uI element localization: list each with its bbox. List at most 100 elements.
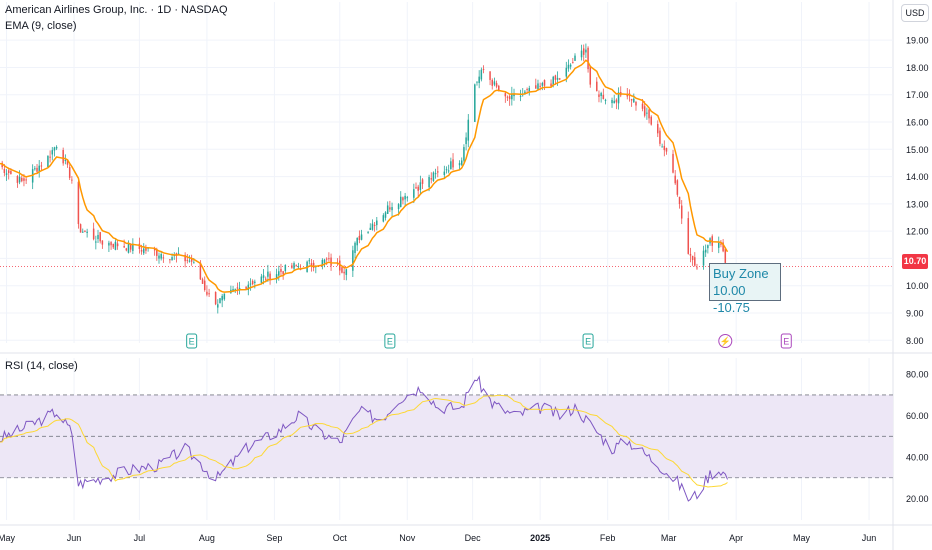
candle-body <box>16 176 19 183</box>
candle-body <box>717 242 720 248</box>
candle-body <box>127 242 130 253</box>
candle-body <box>406 197 409 199</box>
candle-body <box>397 204 400 210</box>
candle-body <box>672 153 674 173</box>
candle-body <box>535 85 537 89</box>
candle-body <box>245 286 247 289</box>
candle-body <box>674 175 676 184</box>
candle-body <box>665 148 668 152</box>
candle-body <box>156 249 158 256</box>
candle-body <box>177 253 180 255</box>
candle-body <box>280 268 282 272</box>
candle-body <box>356 238 358 246</box>
candle-body <box>415 187 417 189</box>
candle-body <box>702 250 705 266</box>
candle-body <box>112 243 115 248</box>
candle-body <box>554 75 557 80</box>
time-tick-label: Nov <box>399 533 416 543</box>
time-tick-label: Aug <box>199 533 215 543</box>
candle-body <box>694 257 696 266</box>
candle-body <box>465 137 467 145</box>
candle-body <box>110 242 112 246</box>
candle-body <box>613 100 615 104</box>
candle-body <box>145 247 147 251</box>
candle-body <box>687 218 690 254</box>
candle-body <box>432 172 435 181</box>
rsi-tick-label: 60.00 <box>906 411 929 421</box>
price-tick-label: 10.00 <box>906 281 929 291</box>
candle-body <box>53 147 56 151</box>
candle-body <box>68 167 71 178</box>
earnings-markers: E E E ⚡ E <box>186 333 792 349</box>
candle-body <box>611 99 613 104</box>
candle-body <box>720 243 722 245</box>
candle-body <box>208 293 210 295</box>
candle-body <box>643 106 646 116</box>
candle-body <box>689 254 692 256</box>
candle-body <box>18 176 21 183</box>
candle-body <box>480 69 483 80</box>
candle-body <box>278 271 280 276</box>
candle-body <box>552 76 554 86</box>
candle-body <box>116 243 119 247</box>
candle-body <box>343 271 345 274</box>
candle-body <box>92 228 95 240</box>
candle-body <box>267 271 269 277</box>
candle-body <box>321 259 324 267</box>
buy-zone-annotation[interactable]: Buy Zone 10.00 -10.75 <box>709 263 781 315</box>
candle-body <box>3 168 6 173</box>
candle-body <box>206 291 208 295</box>
candle-body <box>474 84 476 122</box>
price-tick-label: 14.00 <box>906 172 929 182</box>
candle-body <box>384 212 387 218</box>
rsi-legend[interactable]: RSI (14, close) <box>5 360 78 372</box>
ema-line <box>0 59 729 293</box>
candle-body <box>524 91 526 95</box>
candle-body <box>596 81 598 92</box>
candle-body <box>600 93 602 97</box>
candle-body <box>498 85 500 92</box>
candle-body <box>162 257 165 259</box>
candle-body <box>707 245 709 249</box>
earnings-marker-glyph: E <box>585 337 591 347</box>
candle-body <box>247 284 250 291</box>
candle-body <box>108 242 110 246</box>
candle-body <box>10 170 12 175</box>
candle-body <box>434 173 437 175</box>
candle-body <box>71 179 73 181</box>
rsi-band <box>0 394 893 479</box>
candle-body <box>238 287 241 290</box>
candle-body <box>234 288 236 290</box>
rsi-tick-label: 20.00 <box>906 494 929 504</box>
candle-body <box>203 280 206 291</box>
candle-body <box>519 95 522 97</box>
candle-body <box>79 224 82 233</box>
candle-body <box>589 65 592 85</box>
candle-body <box>62 150 64 164</box>
candle-body <box>680 205 683 219</box>
candle-body <box>511 93 513 100</box>
candle-body <box>602 94 605 100</box>
candle-body <box>659 130 661 144</box>
earnings-marker-icon <box>780 333 792 349</box>
candle-body <box>190 258 193 262</box>
candle-body <box>376 220 378 226</box>
candle-body <box>260 276 263 283</box>
ema-legend[interactable]: EMA (9, close) <box>5 20 77 32</box>
earnings-marker-icon <box>384 333 396 349</box>
candle-body <box>386 205 389 214</box>
candle-body <box>556 77 559 80</box>
dividend-marker-glyph: ⚡ <box>720 336 731 348</box>
candle-body <box>186 259 189 261</box>
candle-body <box>617 92 620 104</box>
candle-body <box>493 81 496 85</box>
candle-body <box>158 255 160 259</box>
candle-body <box>295 265 297 267</box>
candle-body <box>722 242 724 252</box>
currency-button[interactable]: USD <box>901 4 929 22</box>
last-price-tag: 10.70 <box>902 254 928 269</box>
candle-body <box>169 259 171 261</box>
candle-body <box>49 156 51 158</box>
candle-body <box>34 168 36 170</box>
